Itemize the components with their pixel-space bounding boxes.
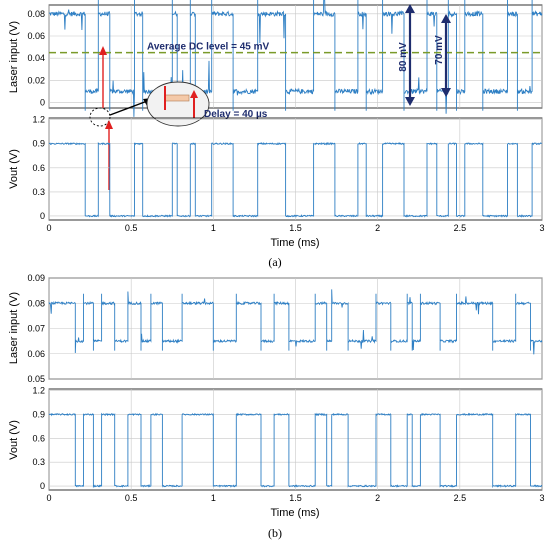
y-tick-label: 0 <box>40 211 45 221</box>
x-tick-label: 2.5 <box>454 493 467 503</box>
y-tick-label: 1.2 <box>32 386 45 396</box>
y-tick-label: 0.3 <box>32 187 45 197</box>
y-tick-label: 0.07 <box>27 324 45 334</box>
x-tick-label: 3 <box>539 223 544 233</box>
caption-b: (b) <box>268 526 282 540</box>
ticks-a-laser: 0 0.02 0.04 0.06 0.08 <box>27 9 45 108</box>
y-tick-label: 0.6 <box>32 433 45 443</box>
delay-callout <box>89 46 210 190</box>
grid-a-laser <box>48 5 543 108</box>
span-80mv-label: 80 mV <box>398 42 409 72</box>
x-tick-label: 1 <box>211 493 216 503</box>
x-tick-label: 0.5 <box>125 223 138 233</box>
x-tick-label: 0.5 <box>125 493 138 503</box>
xlabel-b-vout: Time (ms) <box>270 507 319 519</box>
panel-b-vout-plot: 0 0.5 1 1.5 2 2.5 3 0 0.3 0.6 0.9 1.2 Vout (V) Time… <box>8 386 545 519</box>
panel-b-laser-plot: 0.05 0.06 0.07 0.08 0.09 Laser input (V) <box>8 273 543 384</box>
span-70mv-arrow <box>441 14 451 97</box>
y-tick-label: 0.06 <box>27 349 45 359</box>
ylabel-a-vout: Vout (V) <box>8 149 20 189</box>
xlabel-a-vout: Time (ms) <box>270 237 319 249</box>
y-tick-label: 0.6 <box>32 163 45 173</box>
trace-b-vout-signal <box>48 412 542 489</box>
y-tick-label: 0.05 <box>27 374 45 384</box>
y-tick-label: 0.9 <box>32 139 45 149</box>
average-dc-level-label: Average DC level = 45 mV <box>147 42 270 53</box>
ticks-b-vout: 0 0.5 1 1.5 2 2.5 3 0 0.3 0.6 0.9 1.2 <box>32 386 544 503</box>
x-tick-label: 1.5 <box>289 223 302 233</box>
y-tick-label: 0.04 <box>27 53 45 63</box>
x-tick-label: 2 <box>375 223 380 233</box>
grid-a-vout <box>48 118 543 220</box>
panel-a-laser-plot: 0 0.02 0.04 0.06 0.08 Laser input (V) Averag… <box>8 0 543 190</box>
ticks-b-laser: 0.05 0.06 0.07 0.08 0.09 <box>27 273 45 384</box>
ylabel-b-vout: Vout (V) <box>8 420 20 460</box>
x-tick-label: 0 <box>46 493 51 503</box>
y-tick-label: 0 <box>40 481 45 491</box>
y-tick-label: 0.09 <box>27 273 45 283</box>
trace-b-laser-signal <box>48 289 543 355</box>
y-tick-label: 0 <box>40 97 45 107</box>
x-tick-label: 1.5 <box>289 493 302 503</box>
y-tick-label: 0.08 <box>27 298 45 308</box>
y-tick-label: 1.2 <box>32 115 45 125</box>
x-tick-label: 0 <box>46 223 51 233</box>
y-tick-label: 0.06 <box>27 31 45 41</box>
delay-label: Delay = 40 µs <box>204 109 268 120</box>
y-tick-label: 0.9 <box>32 409 45 419</box>
y-tick-label: 0.02 <box>27 75 45 85</box>
x-tick-label: 1 <box>211 223 216 233</box>
ylabel-b-laser: Laser input (V) <box>8 292 20 364</box>
x-tick-label: 2.5 <box>454 223 467 233</box>
y-tick-label: 0.3 <box>32 457 45 467</box>
trace-a-laser-signal <box>48 0 543 117</box>
ylabel-a-laser: Laser input (V) <box>8 21 20 93</box>
trace-a-vout-signal <box>48 141 543 218</box>
caption-a: (a) <box>268 255 281 269</box>
x-tick-label: 3 <box>539 493 544 503</box>
ticks-a-vout: 0 0.5 1 1.5 2 2.5 3 0 0.3 0.6 0.9 1.2 <box>32 115 544 233</box>
y-tick-label: 0.08 <box>27 9 45 19</box>
grid-b-laser <box>48 277 543 380</box>
grid-b-vout <box>48 389 543 490</box>
span-80mv-arrow <box>405 4 415 106</box>
span-70mv-label: 70 mV <box>434 35 445 65</box>
x-tick-label: 2 <box>375 493 380 503</box>
panel-a-vout-plot: 0 0.5 1 1.5 2 2.5 3 0 0.3 0.6 0.9 1.2 Vout (V) Time… <box>8 115 545 249</box>
